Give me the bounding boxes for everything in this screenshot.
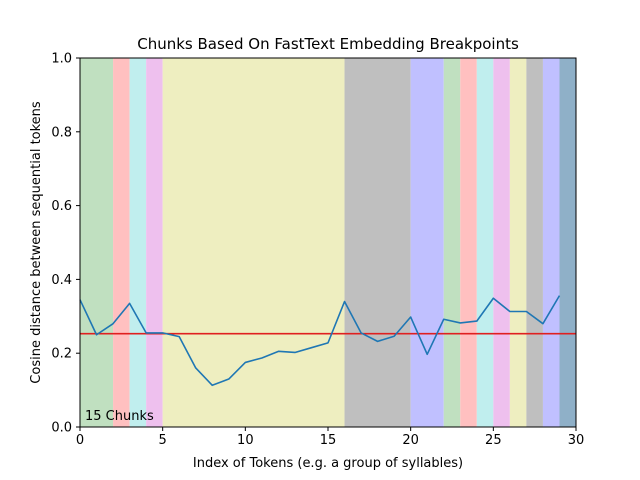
chunk-band-12 (509, 58, 527, 427)
y-tick-label: 0.6 (51, 199, 72, 214)
chunk-count-annotation: 15 Chunks (85, 409, 154, 424)
y-tick-label: 1.0 (51, 52, 72, 67)
y-tick-label: 0.2 (51, 347, 72, 362)
chart-title: Chunks Based On FastText Embedding Break… (137, 35, 519, 53)
chunk-band-7 (410, 58, 444, 427)
x-axis-ticks: 0 5 10 15 20 25 30 (76, 427, 584, 448)
chunk-band-1 (80, 58, 114, 427)
series-line-1 (79, 295, 561, 387)
x-tick-label: 15 (320, 433, 337, 448)
chunk-band-15 (559, 58, 576, 427)
chunk-band-10 (476, 58, 494, 427)
y-axis-label: Cosine distance between sequential token… (29, 101, 44, 384)
x-axis-label: Index of Tokens (e.g. a group of syllabl… (193, 456, 463, 471)
chunk-band-13 (526, 58, 543, 427)
series-layer (79, 295, 561, 387)
x-tick-label: 30 (568, 433, 585, 448)
chunk-band-11 (493, 58, 510, 427)
y-tick-label: 0.0 (51, 421, 72, 436)
chunk-bands (80, 58, 576, 427)
y-tick-label: 0.8 (51, 125, 72, 140)
chunk-band-8 (443, 58, 461, 427)
chunk-band-5 (162, 58, 345, 427)
y-axis-ticks: 0.0 0.2 0.4 0.6 0.8 1.0 (51, 52, 80, 436)
chunk-band-3 (129, 58, 147, 427)
x-tick-label: 10 (237, 433, 254, 448)
x-tick-label: 5 (159, 433, 167, 448)
chunk-band-4 (146, 58, 163, 427)
chunk-band-6 (344, 58, 411, 427)
x-tick-label: 20 (402, 433, 419, 448)
chunk-band-2 (113, 58, 130, 427)
x-tick-label: 0 (76, 433, 84, 448)
y-tick-label: 0.4 (51, 273, 72, 288)
x-tick-label: 25 (485, 433, 502, 448)
chunk-band-9 (460, 58, 477, 427)
chunk-band-14 (542, 58, 560, 427)
